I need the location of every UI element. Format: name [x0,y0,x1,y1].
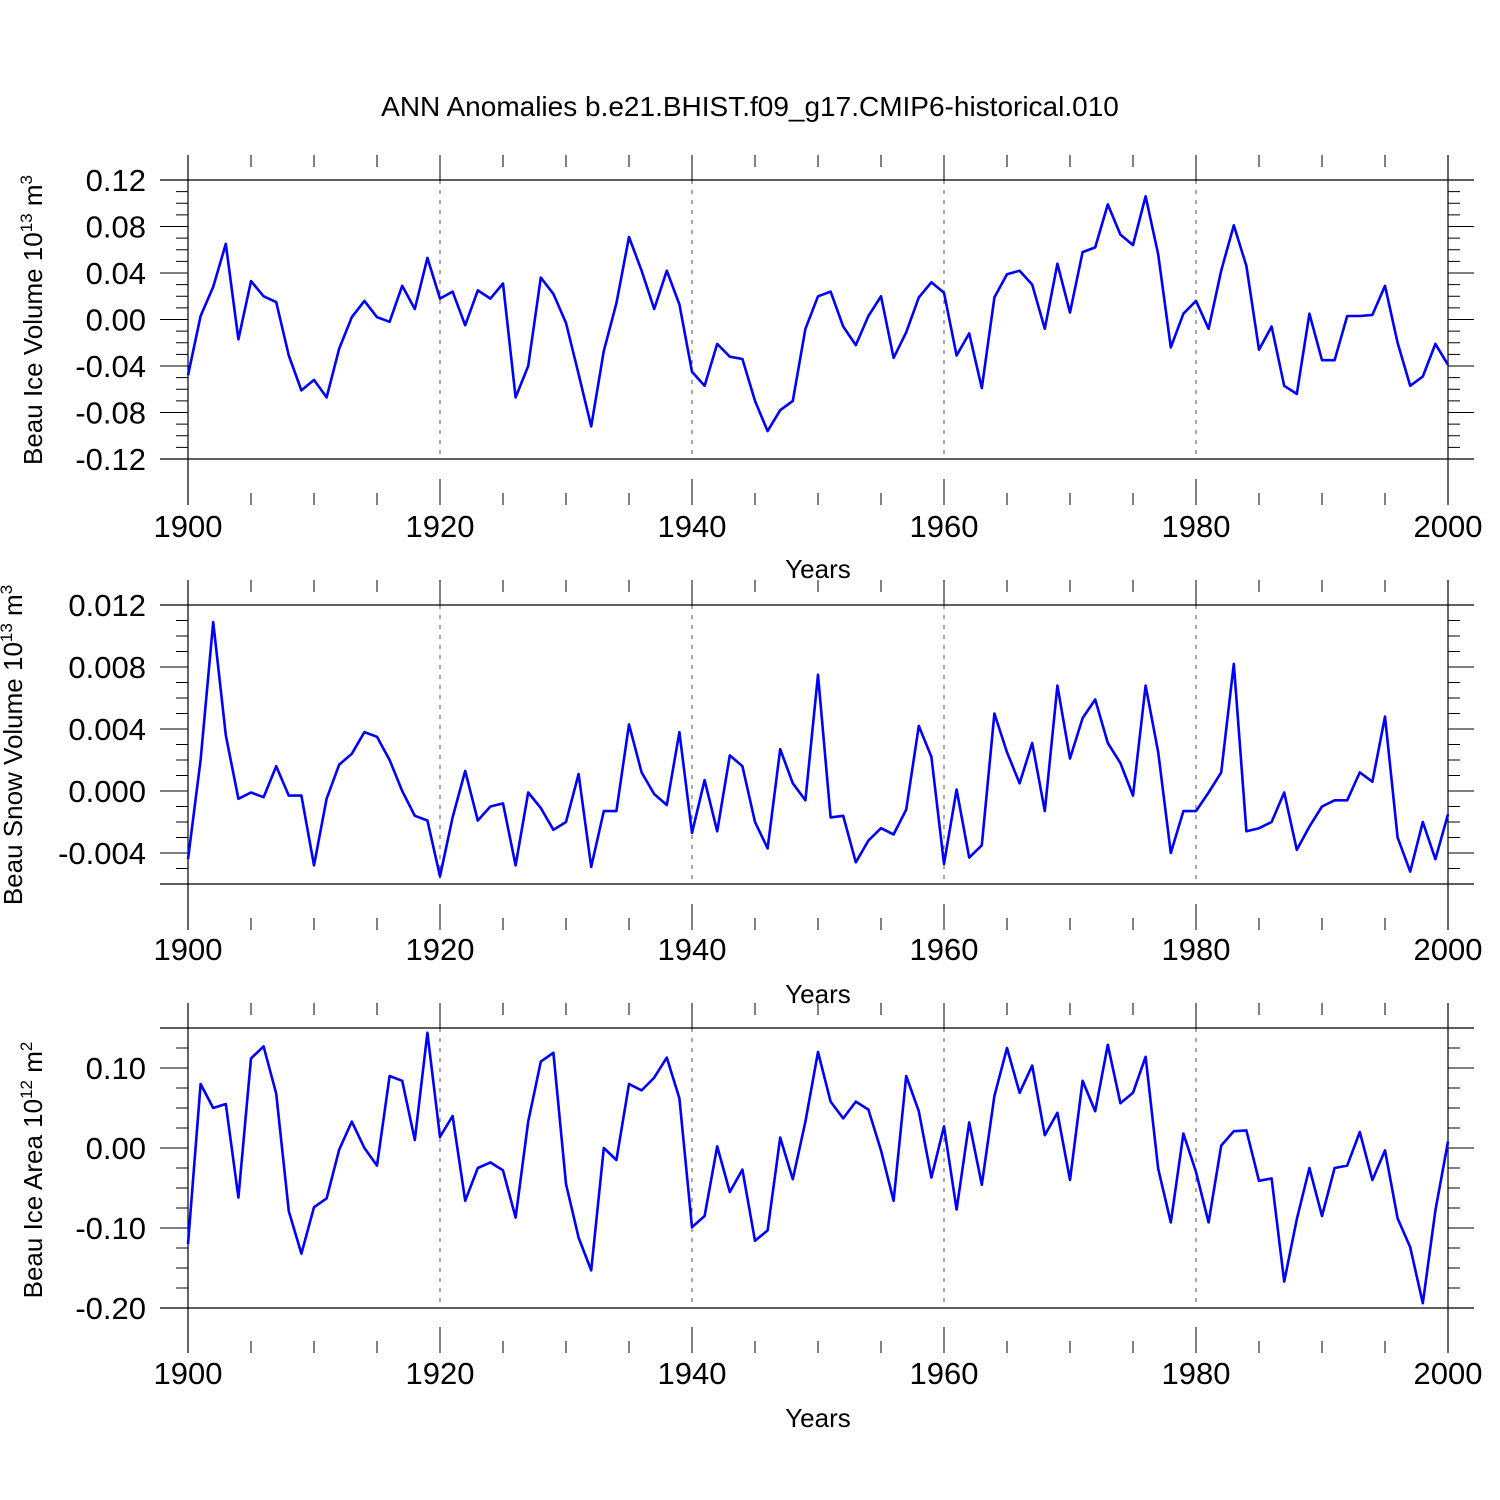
y-tick-label: -0.10 [75,1211,146,1246]
y-axis-label-unit: m [0,594,28,623]
x-tick-label: 1920 [406,932,475,967]
data-series-line [186,195,1450,433]
y-tick-label: -0.04 [75,349,146,384]
y-tick-label: -0.20 [75,1291,146,1326]
y-axis-label-unit: m [18,1051,48,1080]
y-axis-label: Beau Snow Volume 1013 m3 [0,585,28,905]
x-tick-label: 1980 [1162,1356,1231,1391]
y-axis-label-unit-exponent: 3 [17,175,36,184]
y-tick-label: -0.004 [58,836,146,871]
y-axis-label: Beau Ice Volume 1013 m3 [17,175,48,465]
data-series-line [186,620,1450,878]
y-tick-label: 0.00 [86,1131,146,1166]
y-tick-label: 0.00 [86,303,146,338]
y-axis-label-exponent: 12 [17,1080,36,1099]
panel-ice-area: -0.20 -0.10 0.00 0.10 1900 1920 1940 1960 1980 20… [17,1003,1482,1433]
figure-title: ANN Anomalies b.e21.BHIST.f09_g17.CMIP6-… [381,91,1119,122]
panel-ice-volume: -0.12 -0.08 -0.04 0.00 0.04 0.08 0.12 1900 1920 1… [17,155,1482,584]
y-axis-label-text: Beau Ice Area 10 [18,1099,48,1298]
x-tick-label: 1980 [1162,509,1231,544]
y-axis-label-exponent: 13 [17,213,36,232]
x-tick-label: 1960 [910,1356,979,1391]
y-axis-label-exponent: 13 [0,623,16,642]
x-tick-label: 2000 [1414,1356,1483,1391]
x-tick-label: 1940 [658,932,727,967]
x-tick-label: 1920 [406,1356,475,1391]
x-tick-label: 1960 [910,509,979,544]
x-tick-label: 2000 [1414,932,1483,967]
y-axis-label: Beau Ice Area 1012 m2 [17,1042,48,1299]
x-tick-label: 1900 [154,932,223,967]
y-tick-label: 0.000 [68,774,146,809]
data-series-line [186,1031,1450,1305]
x-tick-label: 1940 [658,1356,727,1391]
y-axis-label-unit-exponent: 3 [0,585,16,594]
y-tick-label: 0.10 [86,1051,146,1086]
y-tick-label: 0.008 [68,650,146,685]
y-tick-label: 0.04 [86,256,146,291]
y-tick-label: -0.08 [75,396,146,431]
y-axis-label-text: Beau Ice Volume 10 [18,232,48,465]
x-tick-label: 1980 [1162,932,1231,967]
x-tick-label: 1900 [154,509,223,544]
y-tick-label: 0.004 [68,712,146,747]
y-tick-label: 0.08 [86,210,146,245]
x-axis-label: Years [785,1403,851,1433]
y-axis-label-text: Beau Snow Volume 10 [0,642,28,905]
x-tick-label: 1920 [406,509,475,544]
x-tick-label: 1900 [154,1356,223,1391]
x-tick-label: 1960 [910,932,979,967]
y-tick-label: 0.12 [86,163,146,198]
x-tick-label: 1940 [658,509,727,544]
y-tick-label: 0.012 [68,588,146,623]
panel-snow-volume: -0.004 0.000 0.004 0.008 0.012 1900 1920 1940 19… [0,580,1482,1009]
x-tick-label: 2000 [1414,509,1483,544]
x-axis-label: Years [785,554,851,584]
y-tick-label: -0.12 [75,442,146,477]
y-axis-label-unit-exponent: 2 [17,1042,36,1051]
y-axis-label-unit: m [18,184,48,213]
